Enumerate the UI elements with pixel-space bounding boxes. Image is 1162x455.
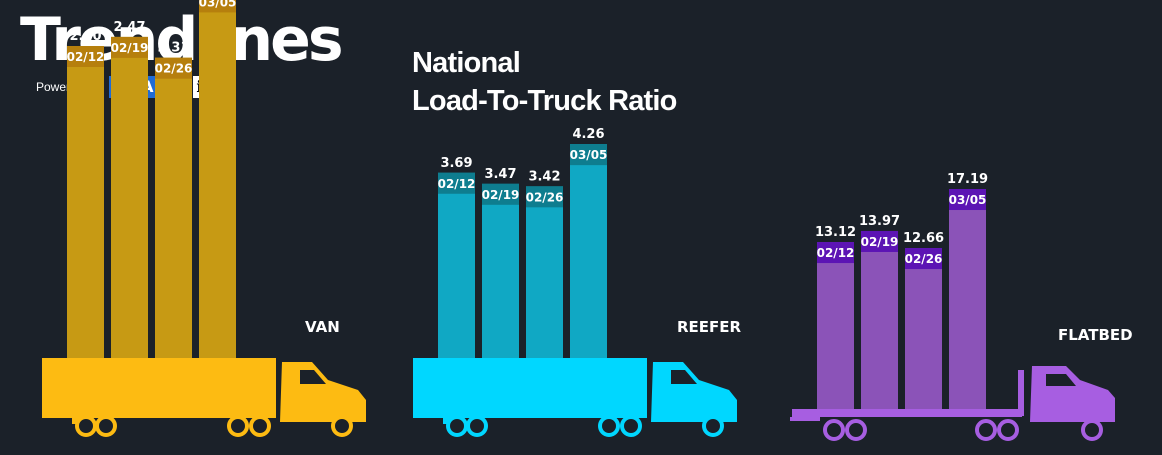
reefer-cab-window (671, 370, 697, 384)
flatbed-deck (792, 409, 1022, 417)
van-cab-window (300, 370, 326, 384)
bar-date-band (526, 186, 563, 208)
bar-date-band (111, 36, 148, 58)
bar-02/12 (438, 172, 475, 358)
bar-value-label: 13.97 (859, 214, 900, 229)
flatbed-bumper (790, 417, 820, 421)
bar-date-label: 02/26 (905, 252, 943, 266)
bar-date-label: 02/12 (817, 246, 855, 260)
bar-date-band (482, 183, 519, 205)
bar-date-label: 03/05 (570, 148, 608, 162)
bar-date-label: 02/19 (482, 188, 520, 202)
bar-02/19 (111, 36, 148, 359)
flatbed-wheel-2 (845, 419, 867, 441)
reefer-trailer (413, 358, 647, 414)
reefer-trailer-base (413, 410, 647, 418)
bar-02/26 (526, 186, 563, 358)
bar-date-band (905, 248, 942, 270)
van-trailer (42, 358, 276, 414)
flatbed-wheel-3 (975, 419, 997, 441)
bar-03/05 (570, 144, 607, 358)
van-cab (280, 362, 366, 422)
reefer-bar-group: 02/12 3.69 02/19 3.47 02/26 3.42 03/05 4.26 (438, 127, 608, 358)
bar-date-label: 02/26 (155, 62, 193, 76)
chart-subtitle: National Load-To-Truck Ratio (412, 44, 677, 120)
bar-02/12 (67, 46, 104, 358)
bar-value-label: 2.40 (69, 29, 101, 44)
bar-date-band (438, 172, 475, 194)
flatbed-headboard (1018, 370, 1024, 416)
dry-van-truck-icon (42, 358, 366, 437)
van-wheel-5 (331, 415, 353, 437)
van-trailer-base (42, 410, 276, 418)
flatbed-cab-window (1046, 374, 1076, 386)
flatbed-truck-icon (790, 366, 1115, 441)
reefer-wheel-4 (620, 415, 642, 437)
van-wheel-4 (249, 415, 271, 437)
reefer-category-label: REEFER (677, 318, 742, 336)
flatbed-bar-group: 02/12 13.12 02/19 13.97 02/26 12.66 03/05 17.19 (815, 172, 988, 413)
bar-02/26 (155, 57, 192, 358)
reefer-wheel-2 (466, 415, 488, 437)
bar-date-label: 02/19 (861, 235, 899, 249)
bar-date-label: 02/12 (438, 177, 476, 191)
bar-date-label: 02/26 (526, 190, 564, 204)
bar-date-band (155, 57, 192, 79)
bar-02/26 (905, 248, 942, 413)
bar-date-band (570, 144, 607, 166)
bar-value-label: 17.19 (947, 172, 988, 187)
bar-value-label: 3.69 (440, 156, 472, 171)
reefer-wheel-3 (598, 415, 620, 437)
bar-date-label: 03/05 (949, 193, 987, 207)
bar-date-label: 02/19 (111, 41, 149, 55)
reefer-wheel-1 (446, 415, 468, 437)
bar-value-label: 4.26 (572, 127, 604, 142)
bar-03/05 (949, 189, 986, 413)
bar-date-band (67, 46, 104, 67)
bar-02/12 (817, 242, 854, 413)
bar-value-label: 12.66 (903, 231, 944, 246)
bar-03/05 (199, 0, 236, 359)
van-wheel-1 (75, 415, 97, 437)
van-category-label: VAN (305, 318, 340, 336)
reefer-truck-icon (413, 358, 737, 437)
bar-date-band (949, 189, 986, 211)
flatbed-cab (1030, 366, 1115, 422)
bar-date-band (817, 242, 854, 264)
bar-value-label: 2.47 (113, 20, 145, 35)
bar-value-label: 3.47 (484, 167, 516, 182)
flatbed-wheel-1 (823, 419, 845, 441)
flatbed-wheel-4 (997, 419, 1019, 441)
bar-value-label: 13.12 (815, 225, 856, 240)
van-wheel-2 (95, 415, 117, 437)
bar-date-label: 02/12 (67, 50, 105, 64)
bar-02/19 (482, 183, 519, 358)
bar-02/19 (861, 230, 898, 413)
flatbed-wheel-5 (1081, 419, 1103, 441)
reefer-wheel-5 (702, 415, 724, 437)
flatbed-category-label: FLATBED (1058, 326, 1133, 344)
bar-date-label: 03/05 (199, 0, 237, 9)
reefer-cab (651, 362, 737, 422)
bar-value-label: 3.42 (528, 169, 560, 184)
bar-date-band (861, 230, 898, 252)
bar-value-label: 2.31 (157, 41, 189, 56)
van-wheel-3 (227, 415, 249, 437)
subtitle-line-2: Load-To-Truck Ratio (412, 85, 677, 117)
subtitle-line-1: National (412, 47, 521, 79)
bar-date-band (199, 0, 236, 13)
